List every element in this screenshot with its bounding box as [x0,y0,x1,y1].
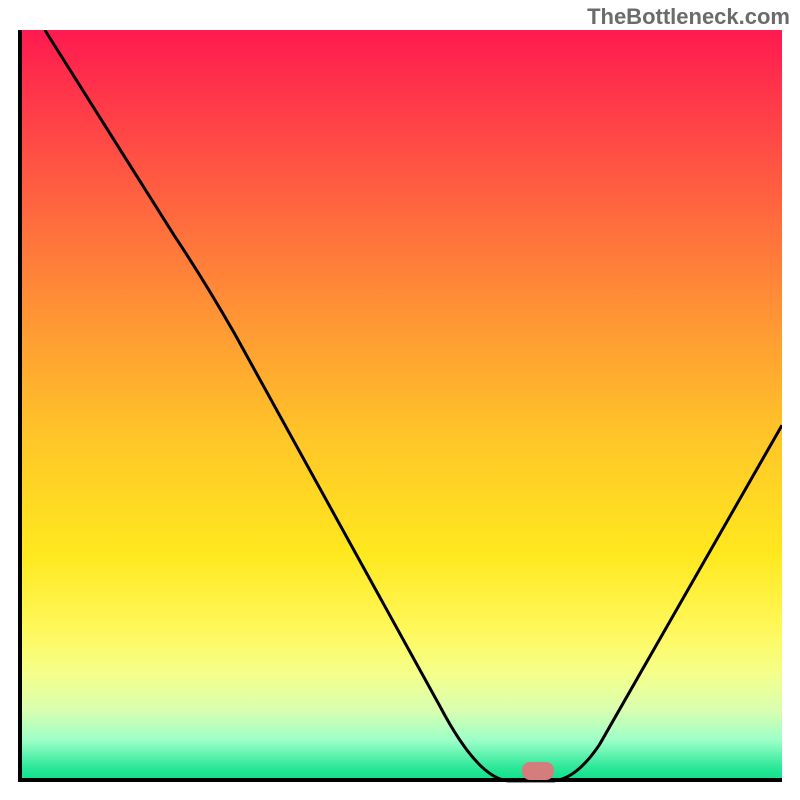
chart-canvas: TheBottleneck.com [0,0,800,800]
minimum-marker [522,762,554,780]
plot-area [18,30,782,782]
watermark-text: TheBottleneck.com [587,4,790,30]
bottleneck-curve [45,30,782,781]
curve-svg [22,30,782,790]
